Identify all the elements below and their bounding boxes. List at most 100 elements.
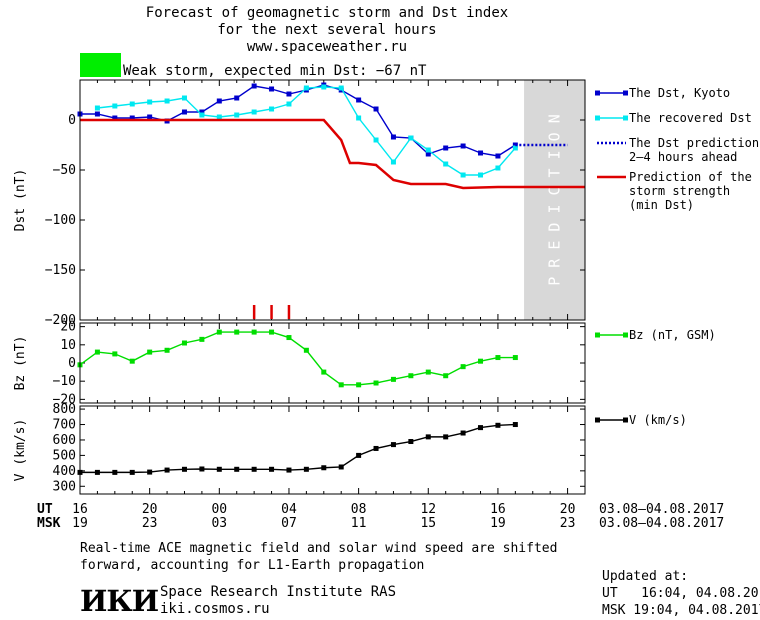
ut-tick-label: 12 (420, 502, 436, 517)
series-recovered-point (303, 85, 309, 91)
legend-swatch-point (623, 90, 628, 96)
y-tick-label: 500 (53, 448, 76, 463)
series-v-point (269, 466, 275, 472)
iki-logo: ИКИ (80, 584, 159, 618)
series-recovered-point (129, 101, 135, 107)
legend-swatch-point (623, 115, 628, 121)
series-bz-point (408, 373, 414, 379)
msk-tick-label: 15 (420, 516, 436, 531)
series-dst-point (373, 106, 379, 112)
legend-swatch-point (595, 90, 600, 96)
y-tick-label: 300 (53, 479, 76, 494)
series-bz-point (303, 347, 309, 353)
series-v-point (286, 467, 292, 473)
series-bz-point (495, 355, 501, 361)
series-bz-point (443, 373, 449, 379)
series-dst-point (495, 153, 501, 159)
y-axis-label: Dst (nT) (13, 169, 28, 232)
series-recovered-point (286, 101, 292, 107)
series-v-point (147, 469, 153, 475)
bz_panel: 20 10 0 −10 −20 Bz (nT) Bz (nT, GSM) (13, 320, 716, 408)
series-v-point (164, 467, 170, 473)
series-bz-point (164, 347, 170, 353)
msk-tick-label: 07 (281, 516, 297, 531)
series-dst-point (234, 95, 240, 101)
series-recovered-point (112, 103, 118, 109)
ut-date-range: 03.08–04.08.2017 (599, 502, 724, 517)
series-v-point (478, 425, 484, 431)
series-dst-point (356, 97, 362, 103)
series-recovered-point (425, 147, 431, 153)
series-v-point (495, 422, 501, 428)
chart-header: Forecast of geomagnetic storm and Dst in… (80, 5, 508, 79)
series-v-point (443, 434, 449, 440)
series-bz-point (181, 340, 187, 346)
note-line1: Real-time ACE magnetic field and solar w… (80, 541, 558, 556)
y-tick-label: 800 (53, 402, 76, 417)
series-bz-point (234, 329, 240, 335)
series-recovered-point (478, 172, 484, 178)
series-recovered-point (356, 115, 362, 121)
legend-swatch-point (623, 332, 628, 338)
panel-frame (79, 322, 586, 404)
y-tick-label: −150 (45, 263, 76, 278)
y-tick-label: −100 (45, 213, 76, 228)
y-tick-label: 400 (53, 464, 76, 479)
series-v-point (356, 452, 362, 458)
series-dst-point (478, 150, 484, 156)
y-tick-label: −50 (53, 163, 76, 178)
series-bz-point (478, 358, 484, 364)
series-bz-point (460, 364, 466, 370)
series-v-point (181, 466, 187, 472)
msk-tick-label: 19 (490, 516, 506, 531)
series-v-point (303, 466, 309, 472)
series-bz-point (321, 369, 327, 375)
ut-tick-label: 20 (142, 502, 158, 517)
legend-swatch-point (595, 115, 600, 121)
series-v-point (512, 422, 518, 428)
institute-url: iki.cosmos.ru (160, 601, 270, 617)
series-bz-point (94, 349, 100, 355)
ut-tick-label: 20 (560, 502, 576, 517)
series-bz-line (79, 331, 516, 386)
series-bz-point (216, 329, 222, 335)
y-axis-label: V (km/s) (13, 419, 28, 482)
series-dst-point (269, 86, 275, 92)
legend-label: 2–4 hours ahead (629, 150, 737, 164)
series-v-point (112, 469, 118, 475)
series-dst-point (216, 98, 222, 104)
msk-tick-label: 03 (211, 516, 227, 531)
updated-msk: MSK 19:04, 04.08.2017 (602, 603, 760, 618)
y-tick-label: −20 (53, 392, 76, 407)
note-line2: forward, accounting for L1-Earth propaga… (80, 558, 425, 573)
series-v-line (80, 423, 516, 474)
series-dst-point (147, 114, 153, 120)
ut-tick-label: 08 (351, 502, 367, 517)
legend-label: storm strength (629, 184, 730, 198)
series-bz-point (338, 382, 344, 388)
series-v-point (390, 442, 396, 448)
msk-tick-label: 23 (560, 516, 576, 531)
series-bz-point (512, 355, 518, 361)
series-v-point (199, 466, 205, 472)
series-recovered-point (164, 98, 170, 104)
series-recovered-point (443, 161, 449, 167)
series-recovered-point (234, 112, 240, 118)
series-v-point (94, 469, 100, 475)
series-dst-point (443, 145, 449, 151)
panel-frame (79, 79, 586, 321)
storm-label: Weak storm, expected min Dst: −67 nT (123, 63, 427, 79)
storm-level-swatch (80, 53, 121, 77)
time-axis: UTMSK1619202300030407081112151619202303.… (37, 502, 724, 531)
legend-label: The Dst prediction (629, 136, 759, 150)
series-dst-point (251, 83, 257, 89)
series-recovered-line (97, 86, 516, 176)
series-dst-point (181, 109, 187, 115)
series-dst-point (390, 134, 396, 140)
ut-tick-label: 16 (72, 502, 88, 517)
series-recovered-point (147, 99, 153, 105)
legend-swatch-point (623, 417, 628, 423)
prediction-band-label: P R E D I C T I O N (546, 114, 564, 286)
